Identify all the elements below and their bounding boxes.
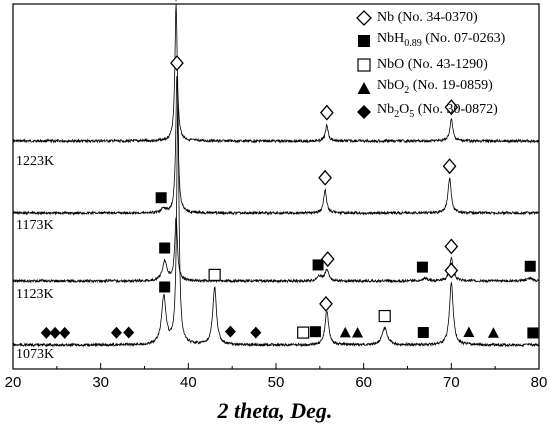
x-tick-label: 50 [268, 374, 285, 391]
series-label: 1223K [16, 154, 54, 169]
nbo2-marker [339, 326, 351, 338]
nb-marker [320, 251, 335, 268]
x-tick-label: 20 [5, 374, 22, 391]
filled-triangle-icon [356, 80, 372, 96]
nbh-marker [527, 327, 539, 339]
nbh-marker [159, 281, 171, 293]
legend: Nb (No. 34-0370) NbH0.89 (No. 07-0263) N… [356, 6, 505, 124]
nbo2-marker [463, 326, 475, 337]
legend-item-nb: Nb (No. 34-0370) [356, 6, 505, 30]
nbo2-marker [487, 327, 499, 338]
nb-marker [444, 99, 459, 116]
nbo-marker [208, 268, 221, 282]
x-tick-label: 30 [92, 374, 109, 391]
nb2o5-marker [110, 326, 122, 339]
legend-item-nbo: NbO (No. 43-1290) [356, 53, 505, 77]
nb-marker [319, 104, 334, 121]
nb-marker [170, 55, 184, 72]
series-line [12, 104, 540, 348]
legend-label: NbH0.89 (No. 07-0263) [377, 31, 506, 49]
filled-square-icon [356, 33, 372, 49]
legend-item-nbh: NbH0.89 (No. 07-0263) [356, 30, 505, 54]
x-tick-label: 40 [180, 374, 197, 391]
x-tick-label: 70 [443, 374, 460, 391]
legend-item-nbo2: NbO2 (No. 19-0859) [356, 77, 505, 101]
nb-marker [319, 295, 333, 312]
nbh-marker [416, 261, 428, 273]
legend-label: Nb (No. 34-0370) [377, 10, 478, 25]
nb-marker [442, 158, 457, 175]
series-line [12, 75, 540, 216]
legend-label: NbO (No. 43-1290) [377, 57, 488, 72]
nb2o5-marker [123, 326, 135, 339]
x-tick-label: 80 [531, 374, 548, 391]
nbh-marker [159, 242, 171, 254]
nb2o5-marker [224, 325, 236, 338]
nbo-marker [297, 326, 310, 339]
nbh-marker [417, 326, 429, 338]
filled-diamond-icon [356, 104, 372, 120]
series-label: 1073K [16, 347, 54, 362]
legend-label: NbO2 (No. 19-0859) [377, 78, 493, 96]
open-square-icon [356, 57, 372, 73]
nb2o5-marker [250, 326, 262, 339]
nb2o5-marker [40, 326, 52, 339]
open-diamond-icon [356, 9, 372, 26]
legend-item-nb2o5: Nb2O5 (No. 30-0872) [356, 100, 505, 124]
nbh-marker [524, 260, 536, 272]
nbo-marker [378, 309, 391, 323]
legend-label: Nb2O5 (No. 30-0872) [377, 101, 498, 120]
nbo2-marker [352, 327, 364, 338]
nb-marker [444, 238, 459, 255]
series-line [12, 4, 540, 144]
nbh-marker [155, 192, 167, 204]
series-label: 1123K [16, 287, 54, 302]
nb-marker [318, 169, 332, 186]
x-tick-label: 60 [355, 374, 372, 391]
x-axis-label: 2 theta, Deg. [217, 398, 333, 423]
nbh-marker [309, 326, 321, 338]
series-label: 1173K [16, 218, 54, 233]
nb-marker [444, 262, 459, 279]
nb2o5-marker [59, 326, 71, 339]
nb2o5-marker [49, 326, 61, 339]
series-line [12, 217, 540, 284]
nbh-marker [312, 259, 324, 271]
